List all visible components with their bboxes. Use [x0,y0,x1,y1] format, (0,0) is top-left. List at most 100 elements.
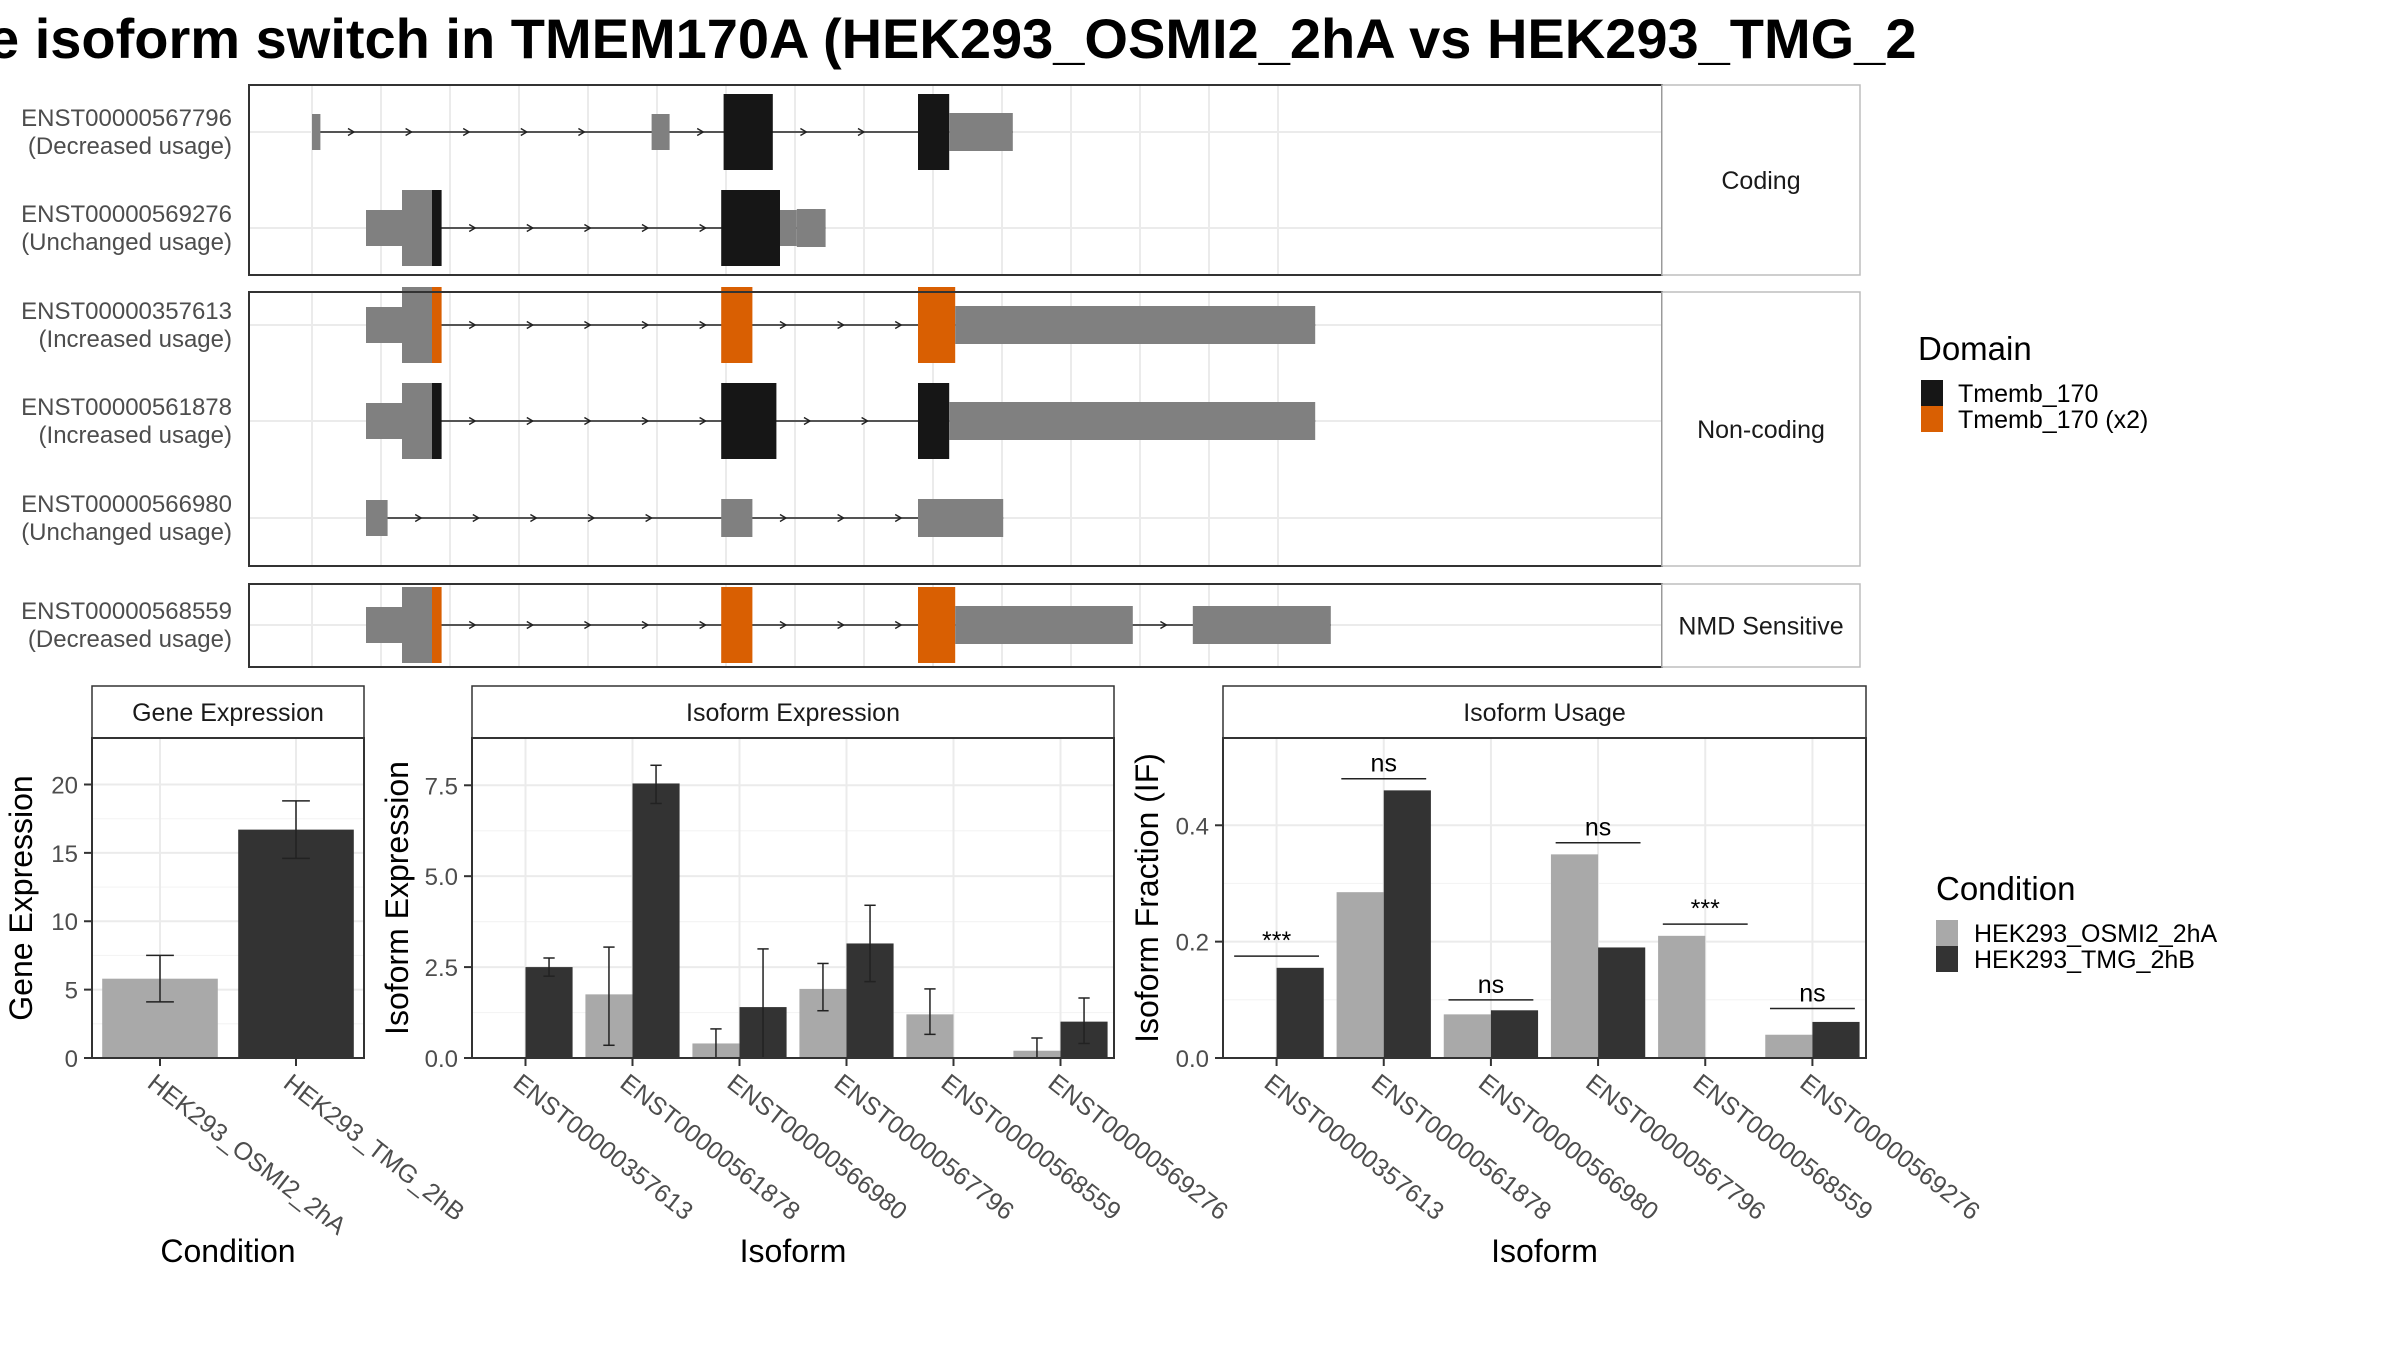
figure-title: e isoform switch in TMEM170A (HEK293_OSM… [0,7,1916,70]
exon-utr [796,209,826,247]
y-tick-label: 0.4 [1176,813,1209,840]
transcript-usage-label: (Increased usage) [39,422,232,449]
isoform-usage-panel: Isoform Usage *** ns ns ns *** ns 0.0 0.2 0.4 ENST… [1129,685,1985,1269]
exon-utr [402,190,432,266]
exon-domain-black [721,190,780,266]
bar-ENST00000561878 [632,783,680,1058]
x-tick-label: ENST00000561878 [615,1069,805,1226]
significance-label: *** [1691,895,1720,923]
condition-legend-label: HEK293_TMG_2hB [1974,946,2195,974]
transcript-ENST00000566980: ENST00000566980(Unchanged usage) [21,491,1004,546]
bar-ENST00000357613 [1276,967,1324,1058]
facet-strip-label: Coding [1721,167,1800,195]
intron-arrow [894,320,903,330]
bar-ENST00000567796 [1598,947,1646,1058]
facet-strip [1661,84,1861,276]
y-tick-label: 15 [51,841,78,868]
x-tick-label: ENST00000569276 [1795,1069,1985,1226]
intron-arrow [641,223,650,233]
y-tick-label: 0.0 [1176,1046,1209,1073]
facet-strip [1661,291,1861,567]
intron-arrow [857,127,866,137]
exon-domain-black [721,383,777,459]
intron-arrow [894,513,903,523]
bar-ENST00000357613 [525,967,573,1058]
y-tick-label: 20 [51,772,78,799]
transcript-ENST00000357613: ENST00000357613(Increased usage) [21,287,1316,363]
x-tick-label: ENST00000566980 [722,1069,912,1226]
condition-legend-swatch [1936,946,1958,972]
transcript-usage-label: (Unchanged usage) [21,519,232,546]
x-axis-title: Isoform [1491,1233,1598,1269]
intron-arrow [837,320,845,330]
intron-arrow [779,620,788,630]
exon-utr [402,383,432,459]
panel-border [1222,737,1867,1059]
intron-arrow [405,127,413,137]
panel-title: Isoform Expression [686,699,900,727]
intron-arrow [641,416,650,426]
significance-label: ns [1585,814,1611,842]
intron-arrow [861,416,869,426]
exon-domain-orange [918,587,956,663]
exon-domain-orange [432,587,442,663]
intron-arrow [779,320,788,330]
intron-arrow [699,416,707,426]
exon-utr [366,307,402,343]
intron-arrow [837,513,845,523]
gene-structure-panel: ENST00000567796(Decreased usage)ENST0000… [21,84,1861,668]
intron-arrow [520,127,529,137]
x-tick-label: ENST00000569276 [1043,1069,1233,1226]
intron-arrow [641,320,650,330]
y-axis-title: Isoform Fraction (IF) [1129,753,1165,1043]
bar-HEK293_TMG_2hB [238,829,354,1058]
exon-utr [949,402,1316,440]
exon-utr [402,287,432,363]
exon-domain-orange [721,587,753,663]
intron-arrow [1160,620,1168,630]
y-tick-label: 7.5 [425,773,458,800]
intron-arrow [468,416,477,426]
intron-arrow [584,620,592,630]
panel-border [471,737,1115,1059]
x-tick-label: ENST00000357613 [1259,1069,1449,1226]
facet-strip-label: NMD Sensitive [1678,613,1843,641]
transcript-id-label: ENST00000568559 [21,598,232,625]
intron-arrow [645,513,653,523]
intron-arrow [699,223,707,233]
x-axis-title: Isoform [740,1233,847,1269]
intron-arrow [347,127,356,137]
intron-arrow [530,513,538,523]
condition-legend-swatch [1936,920,1958,946]
transcript-ENST00000569276: ENST00000569276(Unchanged usage) [21,190,826,266]
domain-legend-label: Tmemb_170 [1958,380,2098,408]
intron-arrow [414,513,423,523]
x-tick-label: ENST00000566980 [1473,1069,1663,1226]
transcript-usage-label: (Decreased usage) [28,626,232,653]
intron-arrow [526,320,535,330]
condition-legend-title: Condition [1936,870,2075,907]
bar-ENST00000569276 [1812,1021,1860,1058]
exon-domain-orange [432,287,442,363]
x-tick-label: ENST00000567796 [829,1069,1019,1226]
intron-arrow [472,513,481,523]
panel-strip [471,685,1115,739]
y-tick-label: 0.2 [1176,930,1209,957]
bar-ENST00000568559 [1658,935,1706,1058]
transcript-id-label: ENST00000357613 [21,298,232,325]
domain-legend-title: Domain [1918,330,2032,367]
exon-utr [366,210,402,246]
transcript-id-label: ENST00000567796 [21,105,232,132]
facet-strip-label: Non-coding [1697,416,1825,444]
exon-domain-black [723,94,773,170]
transcript-id-label: ENST00000561878 [21,394,232,421]
x-tick-label: ENST00000357613 [508,1069,698,1226]
exon-utr [1192,606,1331,644]
intron-arrow [699,620,707,630]
significance-label: ns [1371,750,1397,778]
exon-utr [366,403,402,439]
intron-arrow [462,127,471,137]
bar-ENST00000567796 [1550,854,1599,1058]
intron-arrow [584,416,592,426]
